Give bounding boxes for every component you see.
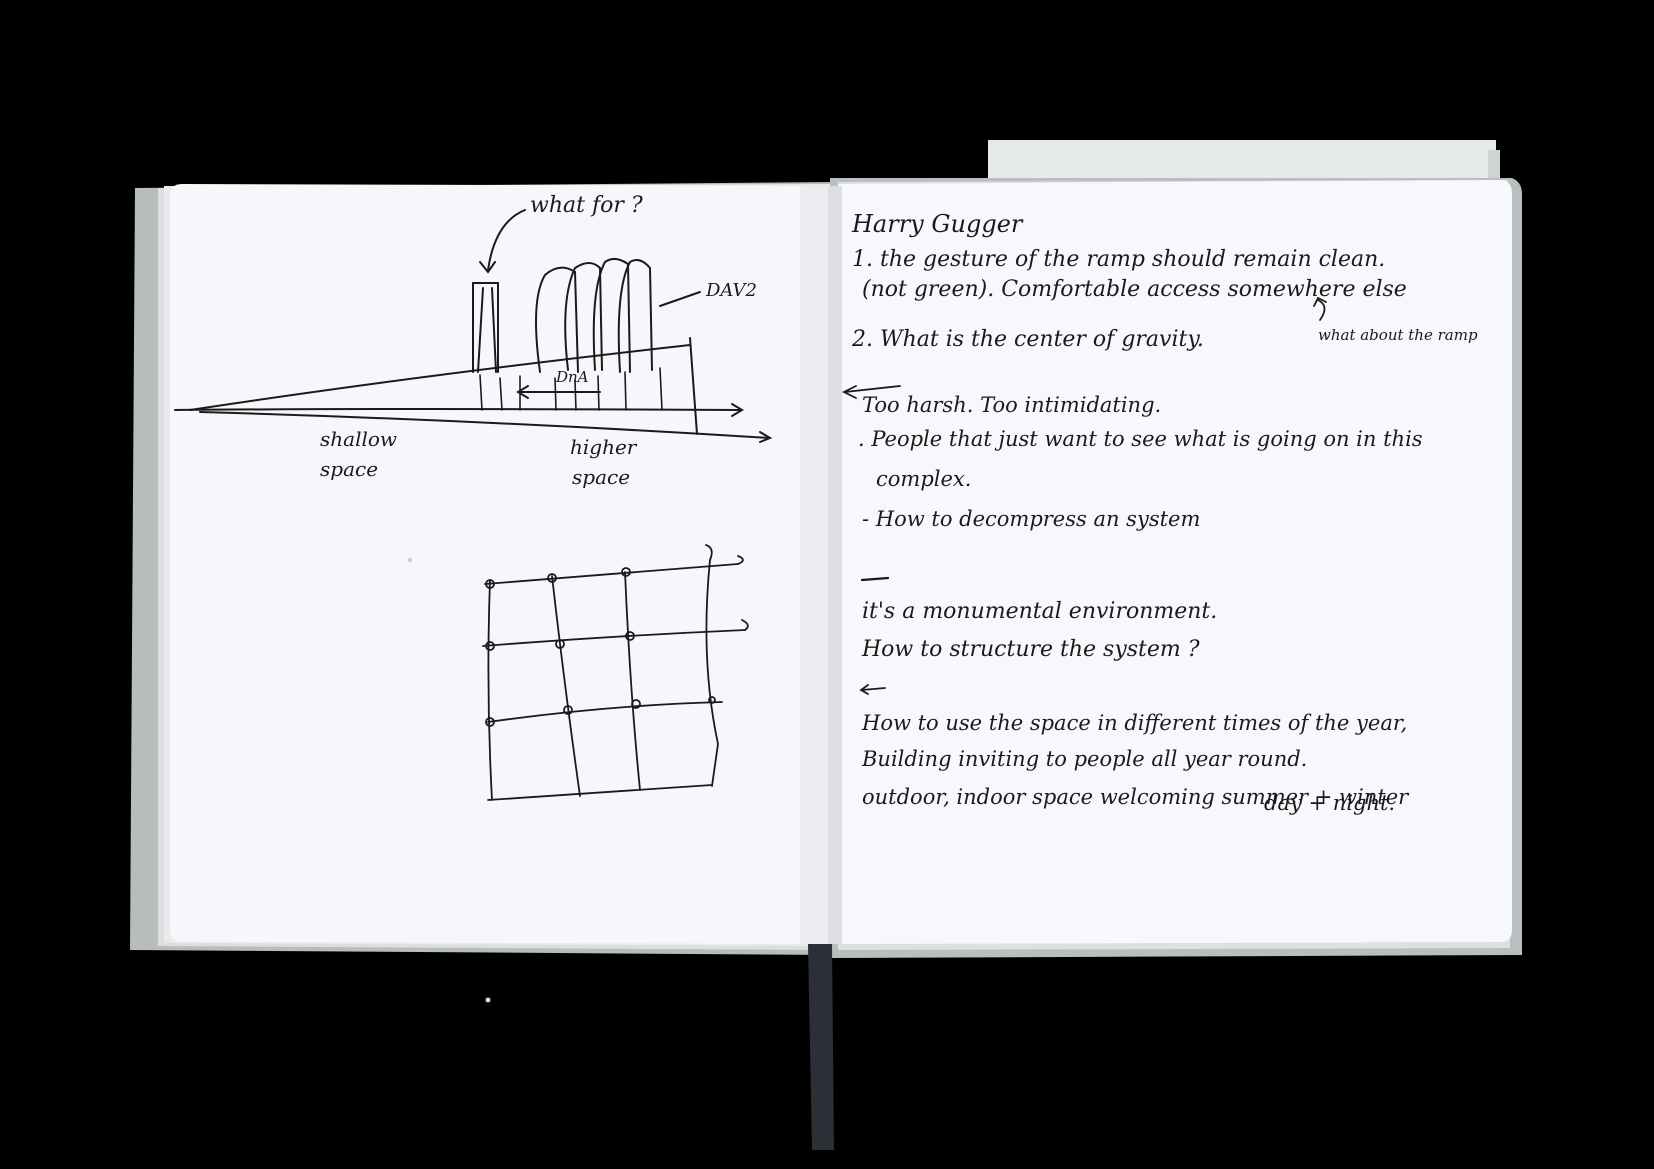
label-higher: higher bbox=[570, 435, 638, 459]
bookmark-ribbon bbox=[808, 944, 834, 1150]
margin-note: what about the ramp bbox=[1318, 326, 1478, 344]
note-line-13: day + night. bbox=[1264, 791, 1395, 815]
annotation-what-for: what for ? bbox=[530, 193, 643, 218]
note-line-11: Building inviting to people all year rou… bbox=[861, 747, 1307, 771]
back-arrow bbox=[841, 385, 901, 399]
note-line-2: (not green). Comfortable access somewher… bbox=[862, 277, 1407, 302]
gutter bbox=[800, 186, 832, 944]
note-line-10: How to use the space in different times … bbox=[861, 711, 1407, 735]
label-dna: DnA bbox=[555, 368, 589, 386]
left-page bbox=[170, 184, 832, 944]
note-line-5: . People that just want to see what is g… bbox=[858, 427, 1423, 451]
note-line-7: - How to decompress an system bbox=[862, 507, 1200, 531]
annotation-dav2: DAV2 bbox=[705, 280, 757, 301]
note-line-4: Too harsh. Too intimidating. bbox=[862, 393, 1161, 417]
section-sketch bbox=[174, 209, 773, 443]
label-space-right: space bbox=[572, 465, 630, 489]
note-line-12: outdoor, indoor space welcoming summer +… bbox=[862, 785, 1410, 809]
note-line-3: 2. What is the center of gravity. bbox=[851, 327, 1204, 352]
note-line-8: it's a monumental environment. bbox=[862, 599, 1217, 624]
note-line-6: complex. bbox=[876, 467, 971, 491]
note-line-1: 1. the gesture of the ramp should remain… bbox=[852, 247, 1385, 272]
notes-heading: Harry Gugger bbox=[851, 210, 1024, 238]
right-page bbox=[838, 180, 1512, 944]
small-arrow bbox=[859, 684, 886, 695]
label-shallow: shallow bbox=[320, 427, 397, 451]
grid-sketch bbox=[482, 544, 749, 801]
note-line-9: How to structure the system ? bbox=[861, 637, 1200, 662]
divider-dash bbox=[860, 576, 890, 582]
label-space-left: space bbox=[320, 457, 378, 481]
